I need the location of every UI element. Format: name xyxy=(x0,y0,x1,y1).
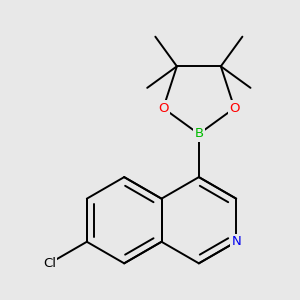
Text: N: N xyxy=(231,235,241,248)
Text: B: B xyxy=(194,128,203,140)
Text: O: O xyxy=(229,102,240,115)
Text: Cl: Cl xyxy=(43,257,56,270)
Text: O: O xyxy=(158,102,169,115)
